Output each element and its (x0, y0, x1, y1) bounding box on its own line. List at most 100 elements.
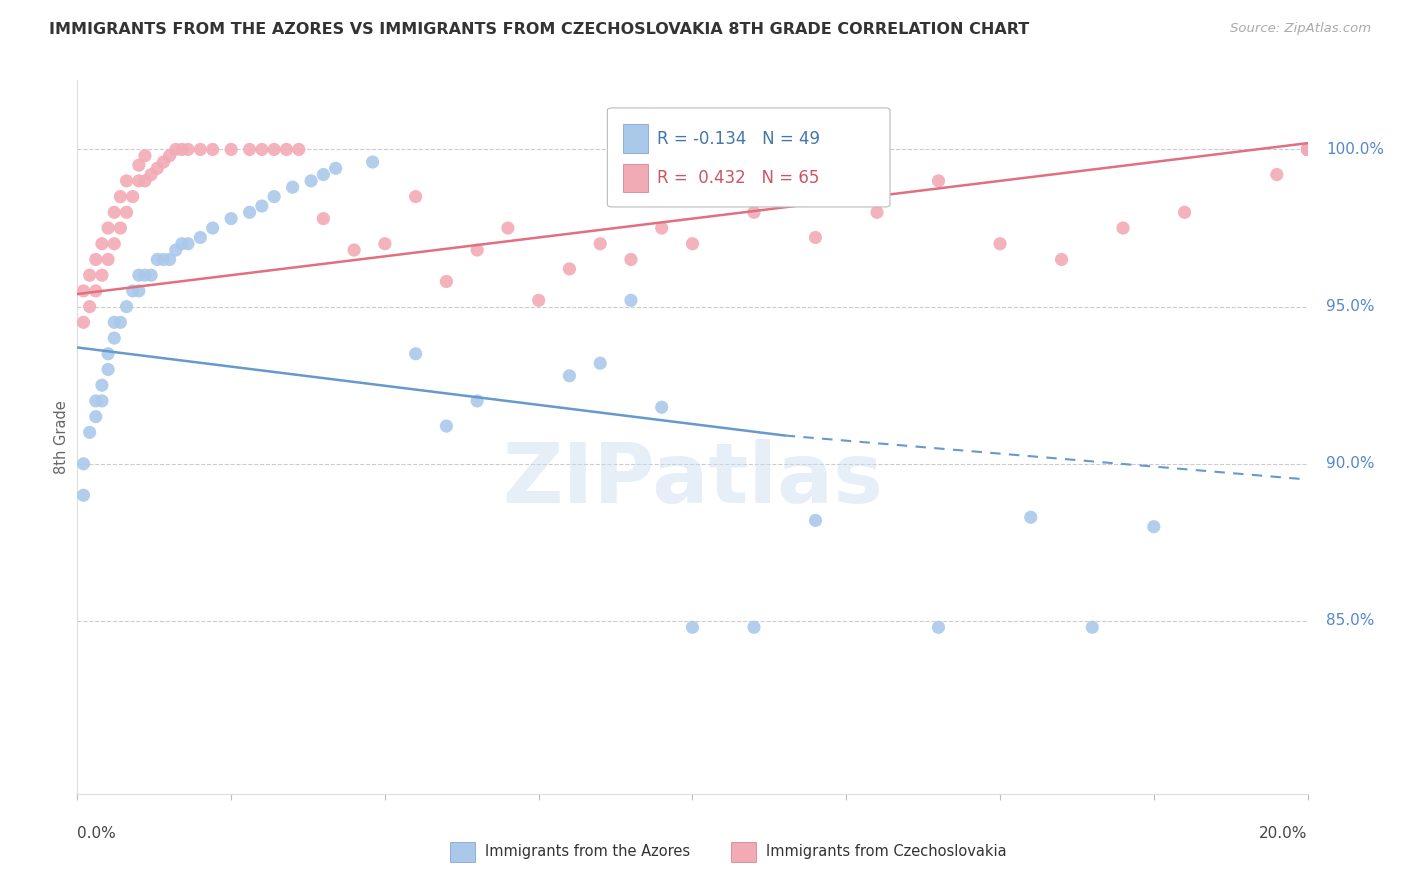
Point (103, 236, 125, 251)
Point (1296, 143, 1319, 157)
Point (188, 230, 212, 244)
Point (250, 143, 273, 157)
Point (804, 230, 827, 244)
Point (84, 409, 107, 424)
Point (159, 149, 181, 163)
Text: R =  0.432   N = 65: R = 0.432 N = 65 (657, 169, 818, 187)
Text: 100.0%: 100.0% (1326, 142, 1384, 157)
Point (405, 347, 427, 361)
Point (651, 221, 673, 235)
Point (134, 268, 156, 283)
Point (465, 393, 488, 408)
Point (121, 189, 143, 203)
Point (177, 143, 200, 157)
Point (128, 268, 150, 283)
Point (620, 293, 643, 308)
Point (219, 211, 242, 226)
Point (1296, 143, 1319, 157)
Point (558, 261, 581, 276)
Point (170, 143, 193, 157)
Point (361, 155, 384, 169)
Point (159, 252, 181, 267)
Point (72, 315, 94, 329)
Point (165, 243, 187, 257)
Text: 85.0%: 85.0% (1326, 614, 1375, 629)
Point (177, 236, 200, 251)
Point (465, 243, 488, 257)
Point (90, 393, 114, 408)
Point (374, 236, 396, 251)
Point (263, 189, 285, 203)
Point (558, 368, 581, 383)
Point (239, 205, 262, 219)
Point (103, 205, 125, 219)
Point (1296, 143, 1319, 157)
Point (742, 620, 765, 634)
Point (146, 252, 169, 267)
Point (128, 284, 150, 298)
Point (742, 205, 765, 219)
Text: Immigrants from Czechoslovakia: Immigrants from Czechoslovakia (766, 845, 1007, 859)
Point (141, 268, 163, 283)
Point (589, 236, 612, 251)
Point (128, 158, 150, 172)
Point (110, 189, 132, 203)
Point (79, 268, 101, 283)
Point (152, 252, 174, 267)
Text: R = -0.134   N = 49: R = -0.134 N = 49 (657, 129, 820, 148)
Point (325, 161, 347, 176)
Point (804, 513, 827, 527)
Point (1019, 510, 1042, 524)
Text: ZIPatlas: ZIPatlas (502, 440, 883, 520)
Point (79, 300, 101, 314)
Point (1265, 168, 1288, 182)
Text: Source: ZipAtlas.com: Source: ZipAtlas.com (1230, 22, 1371, 36)
Point (866, 205, 889, 219)
Point (134, 174, 156, 188)
Point (84, 393, 107, 408)
Point (97, 362, 120, 376)
Point (103, 331, 125, 345)
Point (239, 143, 262, 157)
Point (299, 174, 322, 188)
Text: 20.0%: 20.0% (1260, 826, 1308, 841)
Point (201, 143, 224, 157)
Point (188, 143, 212, 157)
Y-axis label: 8th Grade: 8th Grade (53, 401, 69, 474)
Point (72, 488, 94, 502)
Point (97, 252, 120, 267)
Point (1296, 143, 1319, 157)
Point (496, 221, 519, 235)
Point (250, 199, 273, 213)
Text: IMMIGRANTS FROM THE AZORES VS IMMIGRANTS FROM CZECHOSLOVAKIA 8TH GRADE CORRELATI: IMMIGRANTS FROM THE AZORES VS IMMIGRANTS… (49, 22, 1029, 37)
Point (97, 221, 120, 235)
Point (651, 401, 673, 415)
Point (97, 347, 120, 361)
Point (1296, 143, 1319, 157)
Point (436, 419, 458, 434)
Point (84, 284, 107, 298)
Point (281, 180, 304, 194)
Point (219, 143, 242, 157)
Point (146, 161, 169, 176)
Point (115, 174, 138, 188)
Point (121, 284, 143, 298)
Point (1143, 519, 1166, 533)
Text: 0.0%: 0.0% (77, 826, 117, 841)
Point (90, 378, 114, 392)
Point (115, 205, 138, 219)
Point (620, 252, 643, 267)
Point (103, 315, 125, 329)
Point (436, 275, 458, 289)
Point (1174, 205, 1197, 219)
Point (72, 284, 94, 298)
Point (1081, 620, 1104, 634)
Point (928, 174, 950, 188)
Point (988, 236, 1011, 251)
Point (201, 221, 224, 235)
Point (134, 149, 156, 163)
Point (682, 620, 704, 634)
Point (152, 155, 174, 169)
Point (263, 143, 285, 157)
Point (405, 189, 427, 203)
